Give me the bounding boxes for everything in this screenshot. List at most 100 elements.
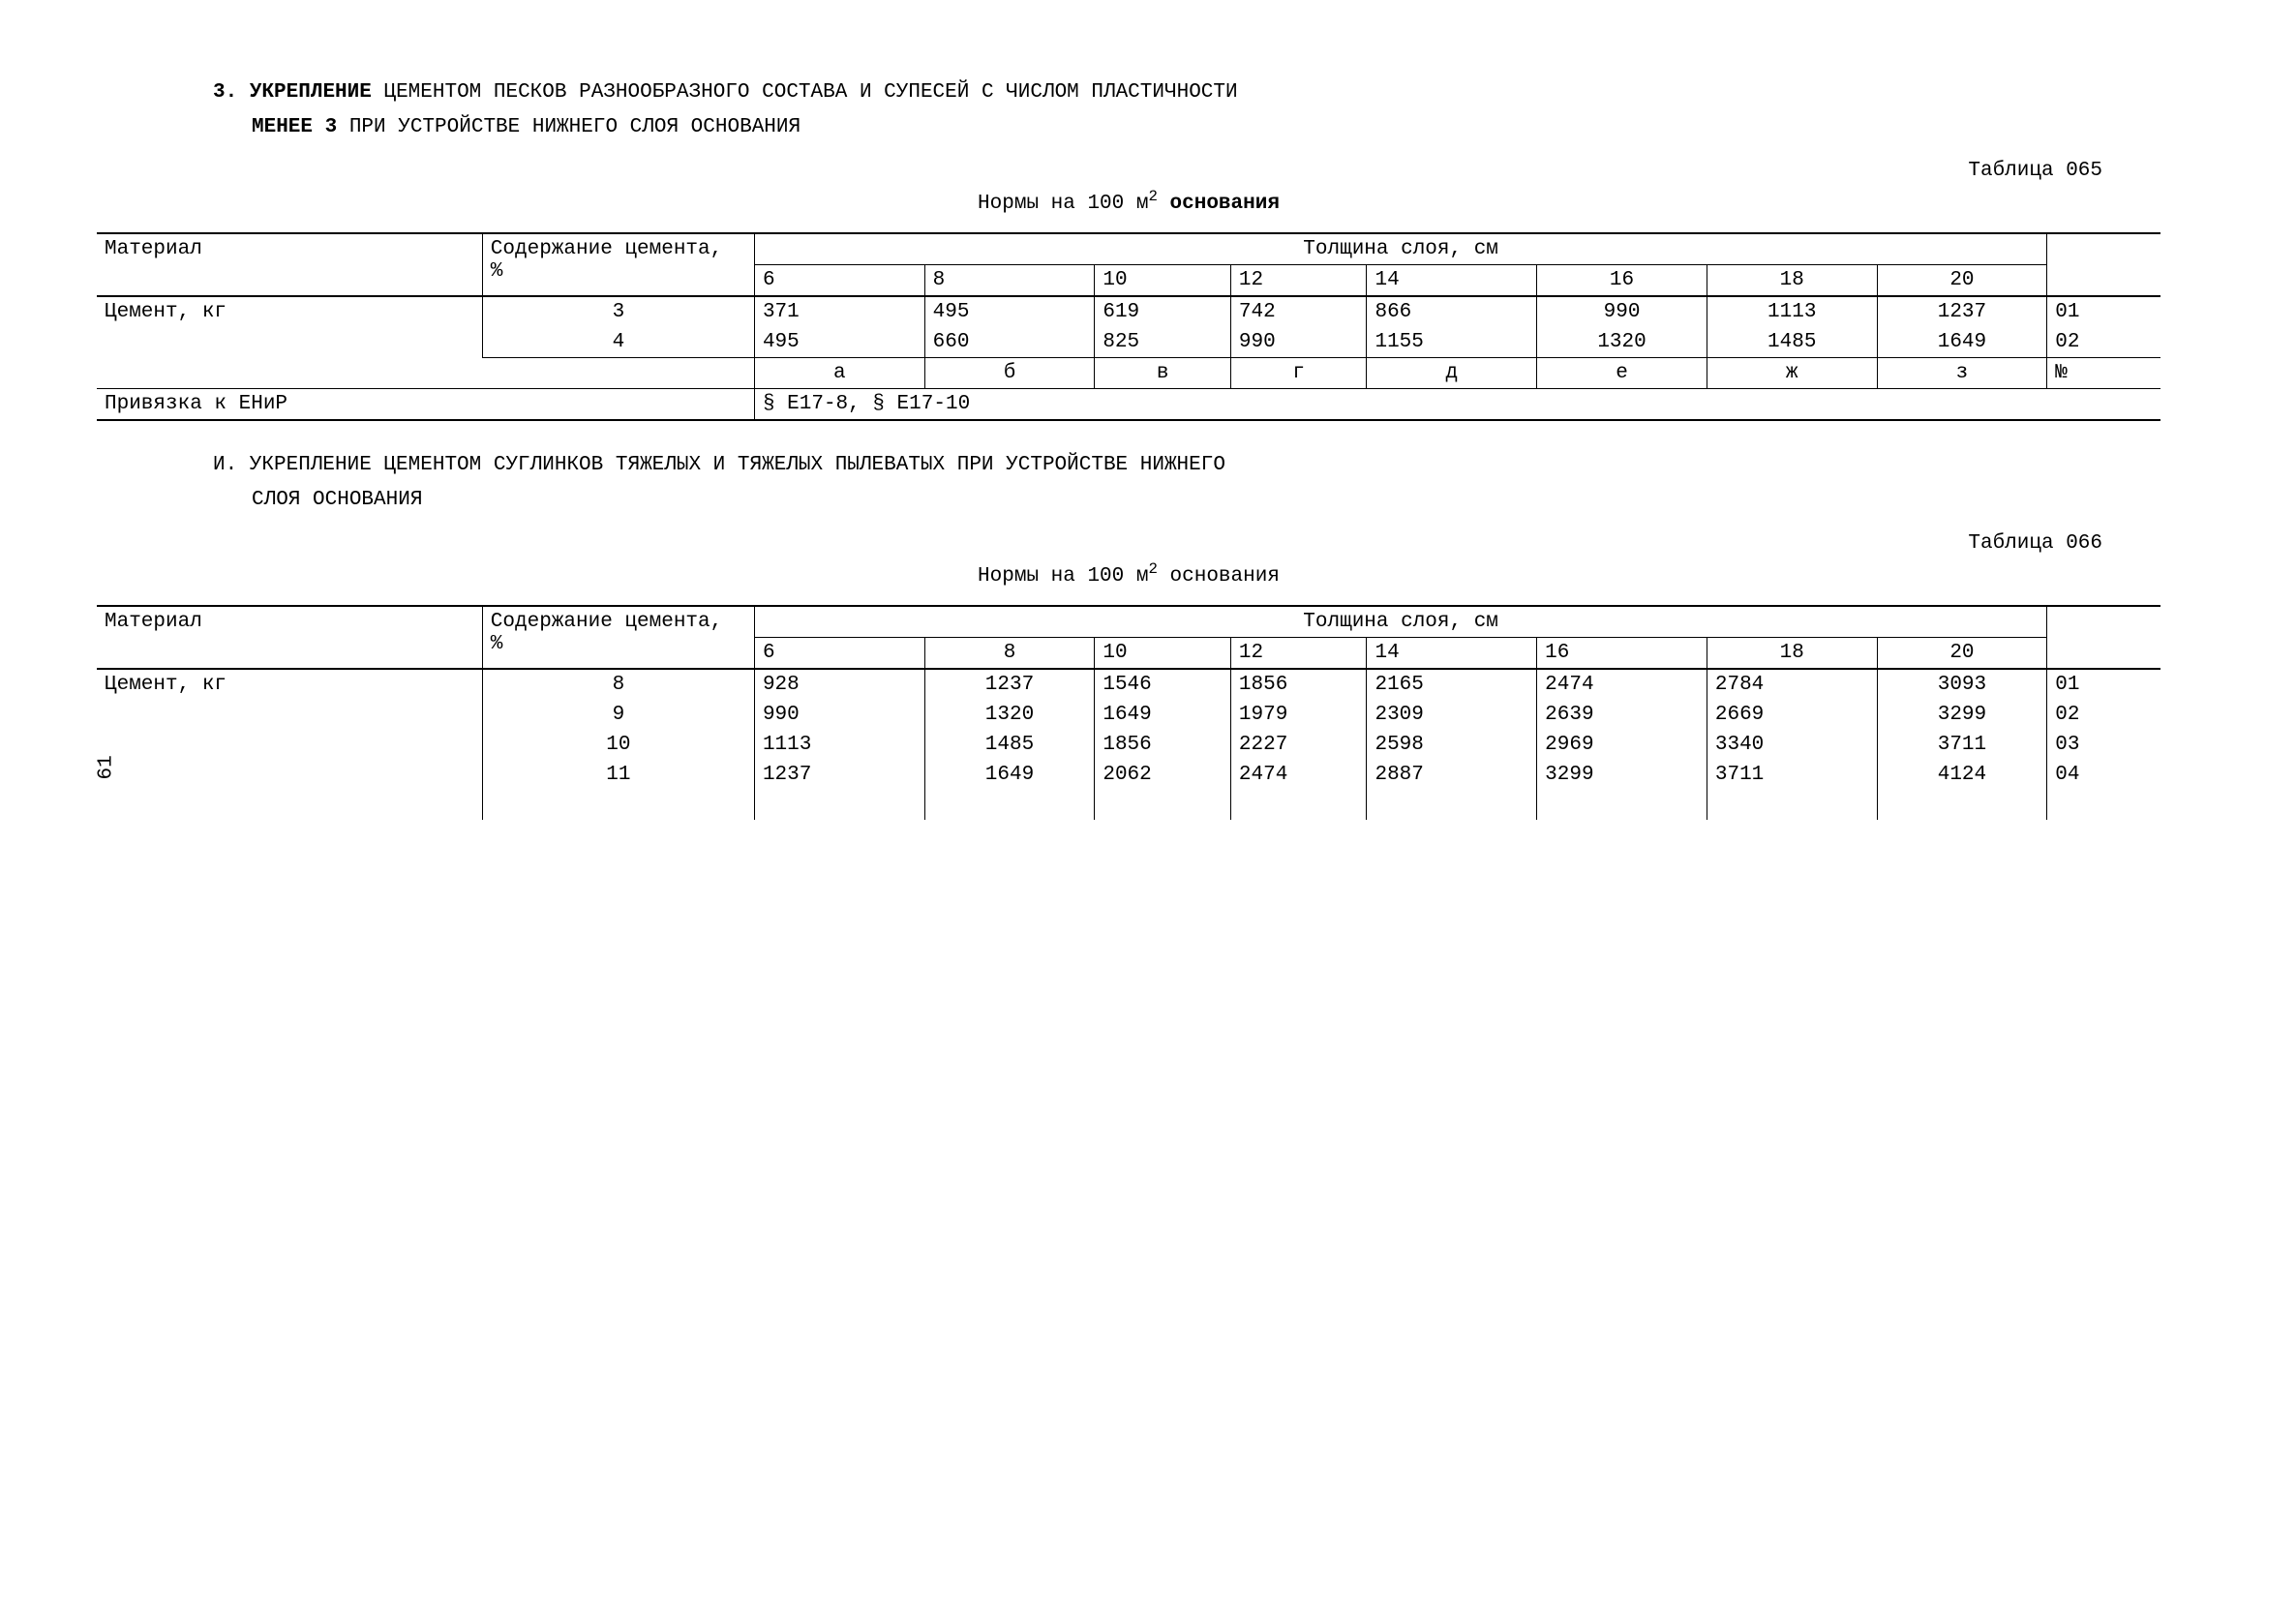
- cell: 1856: [1230, 669, 1367, 700]
- percent: 9: [482, 700, 754, 730]
- cell: 495: [924, 296, 1095, 327]
- cell: 1113: [754, 730, 924, 760]
- empty: [1707, 790, 1877, 820]
- section-3-rest: ЦЕМЕНТОМ ПЕСКОВ РАЗНООБРАЗНОГО СОСТАВА И…: [372, 81, 1238, 104]
- header-empty: [2047, 233, 2160, 296]
- cell: 1113: [1707, 296, 1877, 327]
- cell: 2784: [1707, 669, 1877, 700]
- cell: 2639: [1537, 700, 1707, 730]
- code: 01: [2047, 296, 2160, 327]
- cell: 3711: [1877, 730, 2047, 760]
- enir-label: Привязка к ЕНиР: [97, 389, 754, 421]
- cell: 660: [924, 327, 1095, 358]
- cell: 2309: [1367, 700, 1537, 730]
- section-i-line1: И. УКРЕПЛЕНИЕ ЦЕМЕНТОМ СУГЛИНКОВ ТЯЖЕЛЫХ…: [213, 450, 2102, 481]
- cell: 928: [754, 669, 924, 700]
- cell: 371: [754, 296, 924, 327]
- th-col: 6: [754, 638, 924, 670]
- cell: 495: [754, 327, 924, 358]
- cell: 2598: [1367, 730, 1537, 760]
- cell: 3340: [1707, 730, 1877, 760]
- cell: 990: [1230, 327, 1367, 358]
- letter: е: [1537, 358, 1707, 389]
- letter: а: [754, 358, 924, 389]
- cell: 3093: [1877, 669, 2047, 700]
- cell: 3299: [1537, 760, 1707, 790]
- code: 04: [2047, 760, 2160, 790]
- th-col: 12: [1230, 638, 1367, 670]
- cell: 3299: [1877, 700, 2047, 730]
- cell: 2474: [1537, 669, 1707, 700]
- cell: 1237: [754, 760, 924, 790]
- th-col: 8: [924, 265, 1095, 297]
- cell: 3711: [1707, 760, 1877, 790]
- th-col: 14: [1367, 265, 1537, 297]
- caption-sup: 2: [1148, 560, 1157, 578]
- caption-sup: 2: [1148, 188, 1157, 205]
- empty: [482, 358, 754, 389]
- percent: 4: [482, 327, 754, 358]
- section-3-lead2: МЕНЕЕ 3: [252, 116, 337, 138]
- header-cement: Содержание цемента, %: [482, 606, 754, 669]
- cell: 2669: [1707, 700, 1877, 730]
- letter: г: [1230, 358, 1367, 389]
- letter: б: [924, 358, 1095, 389]
- table-row: Цемент, кг 8 928 1237 1546 1856 2165 247…: [97, 669, 2160, 700]
- table-066-caption: Нормы на 100 м2 основания: [97, 560, 2160, 588]
- header-cement: Содержание цемента, %: [482, 233, 754, 296]
- cell: 825: [1095, 327, 1231, 358]
- cell: 1979: [1230, 700, 1367, 730]
- cell: 1856: [1095, 730, 1231, 760]
- cell: 2062: [1095, 760, 1231, 790]
- page-number: 61: [96, 755, 118, 779]
- header-thickness: Толщина слоя, см: [754, 606, 2046, 638]
- cell: 1485: [924, 730, 1095, 760]
- percent: 3: [482, 296, 754, 327]
- th-col: 20: [1877, 265, 2047, 297]
- cell: 2165: [1367, 669, 1537, 700]
- empty: [1230, 790, 1367, 820]
- cell: 1485: [1707, 327, 1877, 358]
- empty: [924, 790, 1095, 820]
- cell: 2887: [1367, 760, 1537, 790]
- empty: [97, 358, 482, 389]
- cell: 742: [1230, 296, 1367, 327]
- th-col: 18: [1707, 265, 1877, 297]
- letter: д: [1367, 358, 1537, 389]
- letter: з: [1877, 358, 2047, 389]
- header-thickness: Толщина слоя, см: [754, 233, 2046, 265]
- cell: 4124: [1877, 760, 2047, 790]
- cell: 1546: [1095, 669, 1231, 700]
- empty: [1537, 790, 1707, 820]
- header-empty: [2047, 606, 2160, 669]
- cell: 619: [1095, 296, 1231, 327]
- section-3-num: 3.: [213, 81, 237, 104]
- table-066: Материал Содержание цемента, % Толщина с…: [97, 605, 2160, 820]
- cell: 1649: [1095, 700, 1231, 730]
- caption-text: Нормы на 100 м: [978, 193, 1148, 215]
- enir-value: § Е17-8, § Е17-10: [754, 389, 2160, 421]
- empty: [482, 790, 754, 820]
- caption-rest: основания: [1158, 565, 1280, 588]
- th-col: 14: [1367, 638, 1537, 670]
- section-3-title-line1: 3. УКРЕПЛЕНИЕ ЦЕМЕНТОМ ПЕСКОВ РАЗНООБРАЗ…: [213, 77, 2160, 108]
- table-row: Цемент, кг 3 371 495 619 742 866 990 111…: [97, 296, 2160, 327]
- percent: 10: [482, 730, 754, 760]
- table-row: Привязка к ЕНиР § Е17-8, § Е17-10: [97, 389, 2160, 421]
- cell: 2227: [1230, 730, 1367, 760]
- cell: 1155: [1367, 327, 1537, 358]
- header-material: Материал: [97, 233, 482, 296]
- th-col: 6: [754, 265, 924, 297]
- th-col: 16: [1537, 638, 1707, 670]
- empty: [1877, 790, 2047, 820]
- letter: в: [1095, 358, 1231, 389]
- section-i-line2: СЛОЯ ОСНОВАНИЯ: [252, 485, 2160, 516]
- code: 03: [2047, 730, 2160, 760]
- section-3-title-line2: МЕНЕЕ 3 ПРИ УСТРОЙСТВЕ НИЖНЕГО СЛОЯ ОСНО…: [252, 112, 2160, 143]
- cell: 1649: [924, 760, 1095, 790]
- table-065-caption: Нормы на 100 м2 основания: [97, 188, 2160, 215]
- empty: [1367, 790, 1537, 820]
- cell: 1237: [924, 669, 1095, 700]
- code: 02: [2047, 700, 2160, 730]
- cell: 990: [754, 700, 924, 730]
